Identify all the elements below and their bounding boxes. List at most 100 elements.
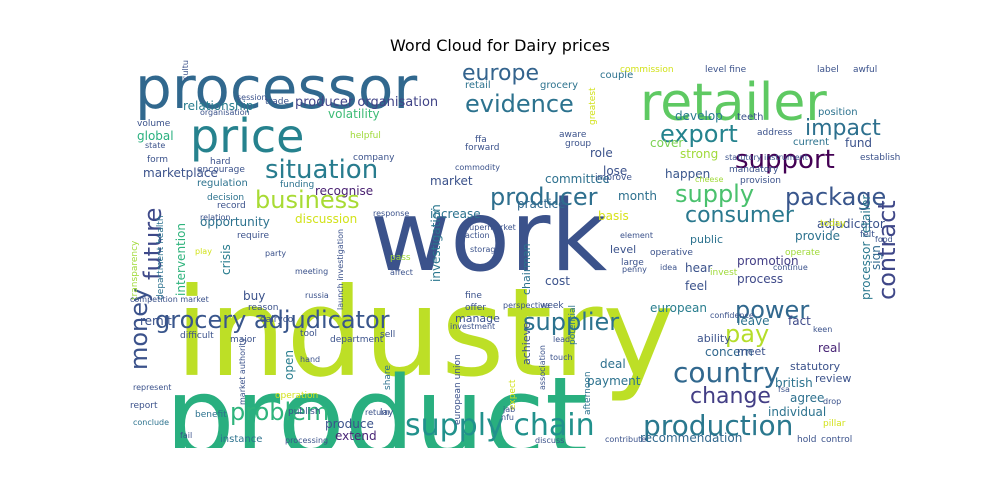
word-keen: keen [813, 325, 832, 334]
word-relationship: relationship [183, 99, 254, 113]
word-commodity: commodity [455, 163, 500, 172]
word-europe: europe [462, 61, 539, 86]
word-cover: cover [650, 136, 683, 150]
word-response: response [373, 209, 409, 218]
word-discussion: discussion [295, 212, 357, 226]
word-jab: jab [502, 405, 515, 414]
word-group: group [565, 139, 591, 149]
word-operate: operate [785, 248, 821, 258]
word-decision: decision [207, 193, 244, 203]
word-awful: awful [853, 65, 877, 75]
word-provide: provide [795, 229, 840, 243]
word-party: party [265, 249, 286, 258]
word-level: level [610, 243, 636, 256]
word-deal: deal [600, 357, 626, 371]
word-consumer: consumer [685, 203, 795, 228]
word-open: open [282, 350, 296, 380]
word-food: food [875, 235, 893, 244]
word-individual: individual [768, 405, 826, 419]
word-drop: drop [823, 397, 841, 406]
word-large: large [621, 258, 644, 268]
word-nfu: nfu [501, 413, 514, 422]
word-require: require [237, 231, 269, 241]
word-operative: operative [650, 248, 693, 258]
word-storage: storage [470, 245, 500, 254]
word-impact: impact [805, 116, 881, 141]
word-crisis: crisis [219, 244, 233, 275]
word-payment: payment [587, 374, 641, 388]
word-european: european [650, 301, 707, 315]
word-buy: buy [243, 289, 265, 303]
word-processor: processor [135, 60, 417, 122]
word-supply-chain: supply chain [405, 408, 595, 443]
word-market-authority: market authority [238, 337, 247, 405]
word-problem: problem [230, 398, 329, 426]
word-lead: lead [553, 335, 570, 344]
word-basis: basis [598, 209, 629, 223]
word-lose: lose [603, 164, 627, 178]
word-teeth: teeth [737, 112, 763, 123]
word-european-union: european union [453, 354, 463, 425]
word-felt: felt [860, 230, 875, 240]
word-strong: strong [680, 147, 718, 161]
word-supermarket: supermarket [465, 223, 516, 232]
word-work: work [370, 180, 607, 294]
word-affect: affect [390, 268, 413, 277]
word-play: play [195, 247, 212, 256]
word-marketplace: marketplace [143, 166, 218, 180]
word-fail: fail [180, 431, 192, 440]
word-hand: hand [300, 355, 320, 364]
word-potential: potential [568, 305, 578, 345]
word-conclude: conclude [133, 418, 169, 427]
word-producer-organisation: producer organisation [295, 95, 438, 110]
word-manage: manage [455, 312, 500, 325]
word-package: package [785, 183, 886, 211]
word-ffa: ffa [475, 135, 487, 145]
word-country: country [673, 356, 780, 389]
word-control: control [821, 435, 852, 445]
word-trade: trade [265, 97, 289, 107]
word-feel: feel [685, 279, 707, 293]
word-expect: expect [508, 379, 518, 410]
word-leave: leave [737, 314, 770, 328]
word-label: label [817, 65, 839, 75]
word-element: element [620, 231, 653, 240]
word-chairman: chairman [520, 243, 533, 295]
word-review: review [815, 372, 851, 385]
word-concern: concern [705, 345, 753, 359]
word-hold: hold [797, 435, 816, 445]
word-regulation: regulation [197, 178, 248, 189]
word-ability: ability [697, 332, 731, 345]
word-change: change [690, 384, 771, 409]
word-cloud: industry product work processor retailer pric… [125, 60, 900, 448]
word-contribute: contribute [605, 435, 646, 444]
word-produce: produce [325, 417, 374, 431]
word-idea: idea [660, 263, 677, 272]
word-volatility: volatility [328, 107, 380, 121]
word-export: export [660, 120, 738, 148]
word-support: support [735, 145, 835, 175]
word-today: today [820, 219, 846, 229]
word-intervention: intervention [174, 223, 188, 296]
word-session: session [237, 93, 267, 102]
word-situation: situation [265, 155, 378, 185]
word-committee: committee [545, 172, 610, 186]
word-state: state [145, 141, 165, 150]
word-power: power [735, 296, 809, 324]
word-share: share [383, 365, 393, 390]
word-greatest: greatest [588, 87, 598, 125]
word-statutory-instrument: statutory instrument [725, 153, 808, 162]
word-tool: tool [300, 329, 317, 339]
word-dairyco: dairyco [260, 315, 294, 325]
word-pillar: pillar [823, 419, 846, 429]
word-supplier: supplier [523, 308, 619, 336]
word-funding: funding [280, 180, 314, 190]
word-opportunity: opportunity [200, 215, 270, 229]
word-publish: publish [288, 407, 321, 417]
word-retailer: retailer [640, 73, 827, 133]
word-benefit: benefit [195, 410, 227, 420]
word-fact: fact [788, 314, 811, 328]
word-investigation: investigation [429, 204, 443, 282]
word-processing: processing [285, 436, 328, 445]
word-remit: remit [140, 314, 172, 328]
